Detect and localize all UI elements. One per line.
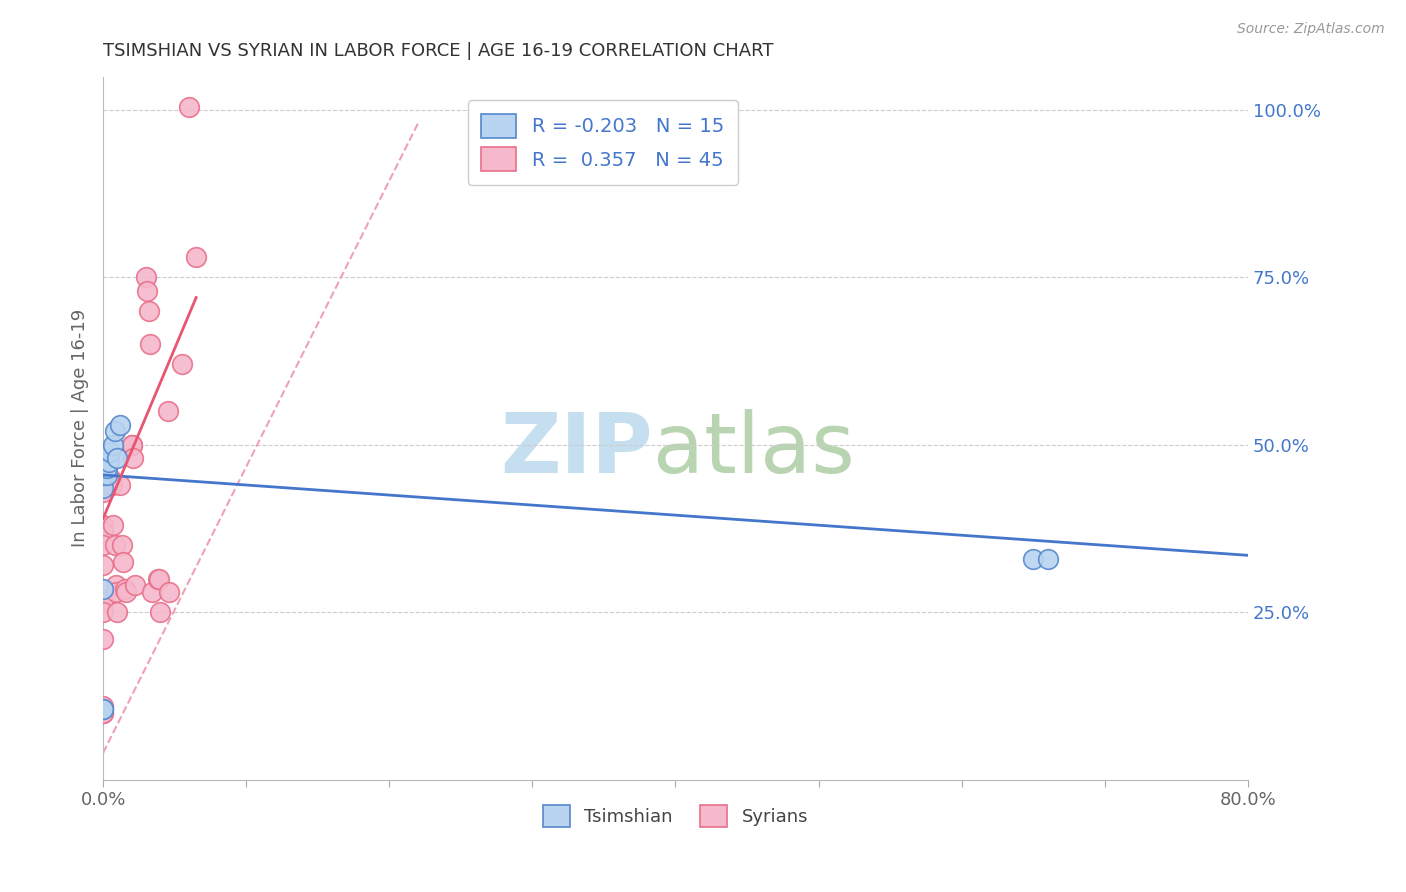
Point [91,481,114,495]
Point [98,444,121,458]
Point [91,538,114,552]
Point [110,478,132,492]
Point [91,595,114,609]
Text: Source: ZipAtlas.com: Source: ZipAtlas.com [1237,22,1385,37]
Point [91,582,114,596]
Text: TSIMSHIAN VS SYRIAN IN LABOR FORCE | AGE 16-19 CORRELATION CHART: TSIMSHIAN VS SYRIAN IN LABOR FORCE | AGE… [103,42,773,60]
Point [91,475,114,489]
Point [157,585,180,599]
Point [124,578,146,592]
Point [91,467,114,482]
Point [103,538,125,552]
Point [114,582,136,596]
Point [91,484,114,499]
Point [184,251,207,265]
Point [156,404,179,418]
Y-axis label: In Labor Force | Age 16-19: In Labor Force | Age 16-19 [72,309,89,547]
Point [107,451,129,466]
Point [139,337,162,351]
Point [148,572,170,586]
Point [91,702,114,716]
Point [91,558,114,573]
Point [103,425,125,439]
Point [91,632,114,646]
Point [91,706,114,720]
Legend: Tsimshian, Syrians: Tsimshian, Syrians [536,797,815,834]
Point [141,585,163,599]
Point [135,270,157,285]
Point [122,451,145,466]
Point [112,555,135,569]
Point [91,475,114,489]
Point [110,417,132,432]
Point [136,284,159,298]
Text: atlas: atlas [652,409,855,490]
Point [105,578,128,592]
Point [98,471,121,485]
Point [111,538,134,552]
Point [121,438,143,452]
Point [107,605,129,619]
Point [96,467,118,482]
Point [101,518,124,533]
Point [96,461,118,475]
Point [91,524,114,539]
Point [101,438,124,452]
Point [115,585,138,599]
Point [91,475,114,489]
Point [100,478,122,492]
Point [170,358,193,372]
Point [91,591,114,606]
Point [149,605,172,619]
Point [121,438,143,452]
Point [138,304,160,318]
Point [105,585,128,599]
Point [177,100,200,114]
Point [1036,551,1059,566]
Point [98,475,121,489]
Point [91,518,114,533]
Point [97,454,120,468]
Point [91,706,114,720]
Point [91,605,114,619]
Point [146,572,169,586]
Point [91,702,114,716]
Point [1022,551,1045,566]
Point [91,698,114,713]
Text: ZIP: ZIP [501,409,652,490]
